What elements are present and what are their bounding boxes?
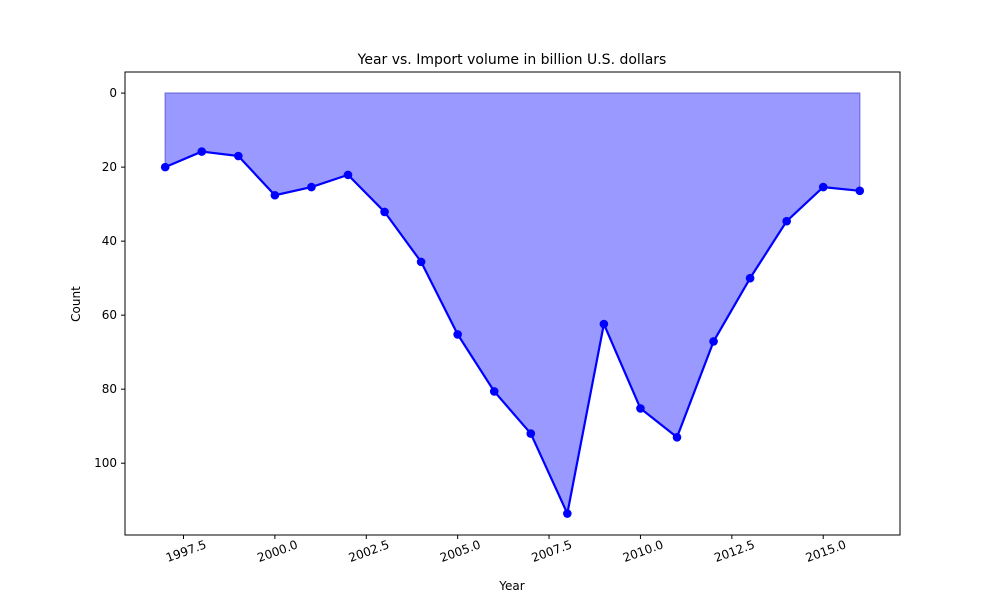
x-tick-label: 2010.0 bbox=[621, 537, 665, 565]
x-tick-label: 1997.5 bbox=[164, 537, 208, 565]
data-point bbox=[416, 257, 426, 267]
chart-title: Year vs. Import volume in billion U.S. d… bbox=[357, 52, 667, 68]
data-point bbox=[526, 429, 536, 438]
y-tick-label: 20 bbox=[102, 160, 117, 174]
x-tick-label: 2000.0 bbox=[255, 537, 299, 565]
data-point bbox=[636, 404, 645, 413]
y-tick-label: 40 bbox=[102, 234, 117, 248]
x-tick-label: 2007.5 bbox=[530, 537, 574, 565]
y-tick-label: 80 bbox=[102, 382, 117, 396]
data-point bbox=[599, 319, 609, 329]
data-point bbox=[197, 147, 207, 156]
data-point bbox=[855, 186, 865, 196]
y-tick-label: 0 bbox=[109, 86, 117, 100]
series-line bbox=[164, 150, 860, 515]
x-tick-label: 2015.0 bbox=[804, 537, 848, 565]
y-axis-label: Count bbox=[69, 286, 83, 322]
data-point bbox=[745, 273, 755, 283]
data-point bbox=[270, 190, 280, 200]
x-axis: 1997.5 2000.0 2002.5 2005.0 2007.5 2010.0 2012… bbox=[164, 535, 848, 565]
data-point bbox=[343, 170, 353, 180]
x-tick-label: 2012.5 bbox=[712, 537, 756, 565]
plot-area bbox=[160, 92, 865, 518]
y-axis: 0 20 40 60 80 100 bbox=[94, 86, 125, 470]
data-point bbox=[709, 337, 718, 346]
data-point bbox=[160, 162, 170, 172]
data-point bbox=[782, 216, 791, 226]
y-tick-label: 60 bbox=[102, 308, 117, 322]
data-point bbox=[307, 182, 316, 192]
area-fill bbox=[164, 92, 861, 516]
data-point bbox=[380, 207, 389, 217]
x-tick-label: 2005.0 bbox=[438, 537, 482, 565]
data-point bbox=[563, 509, 572, 518]
x-axis-label: Year bbox=[498, 579, 524, 593]
data-point bbox=[818, 182, 828, 192]
data-point bbox=[489, 387, 499, 396]
data-point bbox=[234, 151, 243, 161]
x-tick-label: 2002.5 bbox=[347, 537, 391, 565]
data-point bbox=[672, 432, 682, 442]
plot-frame bbox=[124, 71, 901, 536]
y-tick-label: 100 bbox=[94, 456, 117, 470]
data-point bbox=[453, 330, 462, 339]
